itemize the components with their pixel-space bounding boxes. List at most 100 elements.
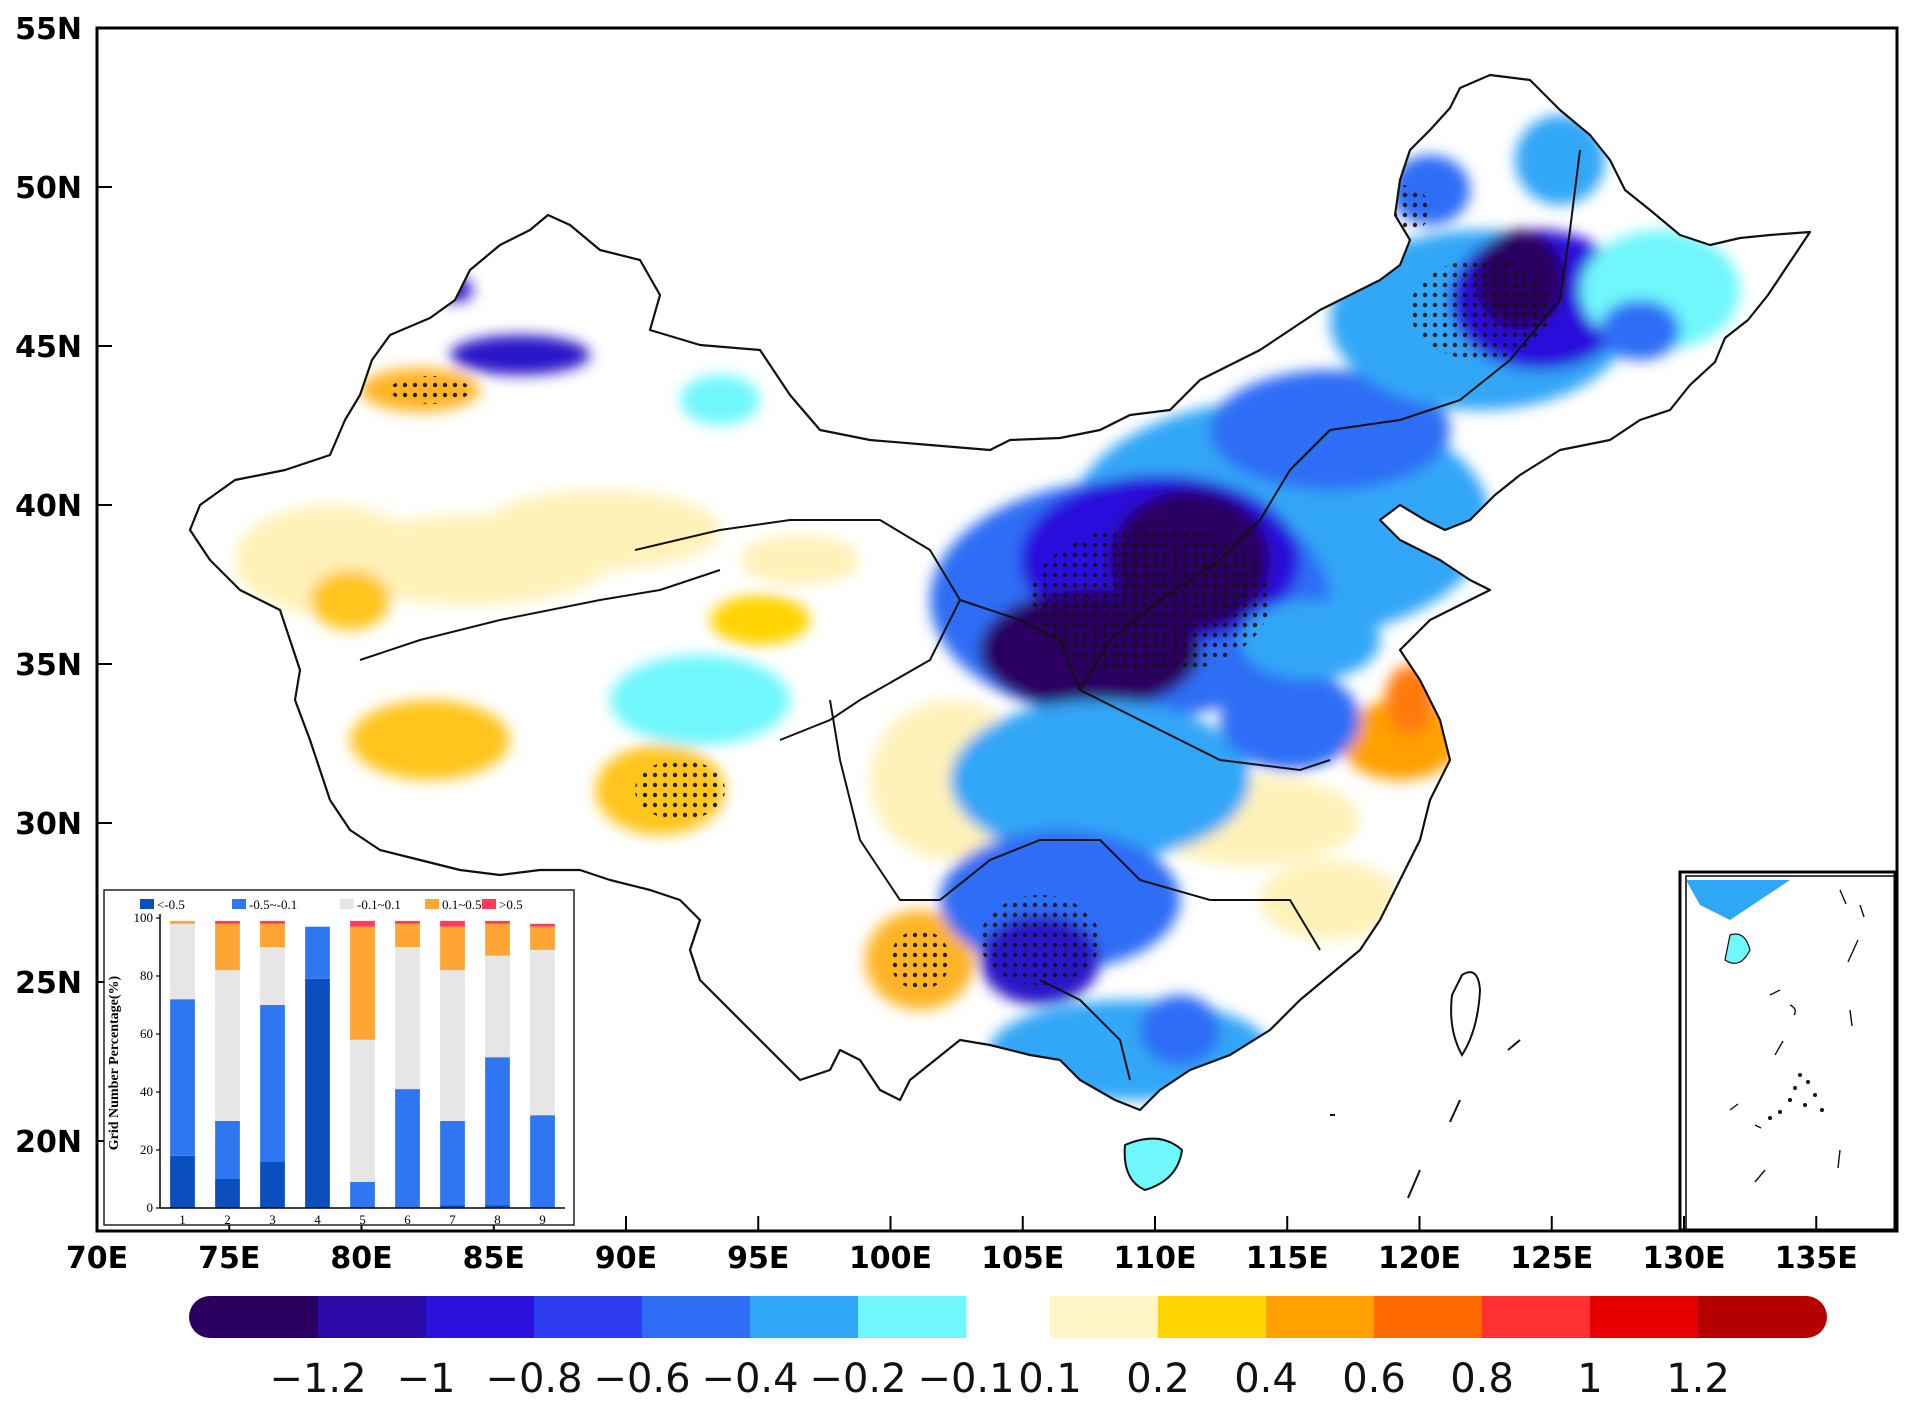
bar-segment xyxy=(260,920,285,924)
legend-swatch xyxy=(482,899,496,909)
bar-segment xyxy=(440,920,465,927)
lon-tick-label: 100E xyxy=(849,1241,932,1276)
colorbar-swatch xyxy=(1374,1296,1483,1338)
longitude-labels: 70E 75E 80E 85E 90E 95E 100E 105E 110E 115E 120E 12… xyxy=(66,1216,1858,1276)
lon-tick-label: 110E xyxy=(1113,1241,1196,1276)
colorbar-label: −0.8 xyxy=(485,1356,582,1402)
bar-segment xyxy=(215,1179,240,1208)
bar-segment xyxy=(530,1115,555,1208)
province-borders xyxy=(359,149,1581,1081)
colorbar-cap-right xyxy=(1698,1296,1827,1338)
colorbar-label: −0.4 xyxy=(701,1356,798,1402)
colorbar-swatch xyxy=(318,1296,427,1338)
inset-axes: 1 2 3 4 5 6 7 8 9 0 20 40 60 80 100 Grid Number Percent… xyxy=(107,910,565,1227)
colorbar-swatch xyxy=(642,1296,751,1338)
bar-segment xyxy=(170,923,195,1000)
colorbar-label: 0.8 xyxy=(1450,1356,1514,1402)
bar-segment xyxy=(440,1205,465,1208)
lon-tick-label: 85E xyxy=(463,1241,525,1276)
colorbar-swatch xyxy=(1158,1296,1267,1338)
bar-segment xyxy=(440,970,465,1121)
lon-tick-label: 90E xyxy=(595,1241,657,1276)
y-axis-label: Grid Number Percentage(%) xyxy=(107,975,122,1150)
lon-tick-label: 135E xyxy=(1775,1241,1858,1276)
legend-label: <-0.5 xyxy=(157,897,185,912)
colorbar-label: −0.2 xyxy=(809,1356,906,1402)
china-border xyxy=(188,73,1812,1112)
lon-tick-label: 130E xyxy=(1642,1241,1725,1276)
y-tick-label: 60 xyxy=(140,1026,153,1041)
lat-tick-label: 45N xyxy=(15,330,82,365)
colorbar-label: −0.1 xyxy=(917,1356,1014,1402)
bar-segment xyxy=(260,923,285,947)
colorbar-label: 1.2 xyxy=(1666,1356,1730,1402)
bar-segment xyxy=(530,926,555,950)
bar-segment xyxy=(260,947,285,1005)
anomaly-field xyxy=(190,75,1810,1110)
lon-tick-label: 120E xyxy=(1378,1241,1461,1276)
colorbar-swatch xyxy=(858,1296,967,1338)
colorbar-label: −0.6 xyxy=(593,1356,690,1402)
bar-segment xyxy=(485,1205,510,1208)
lon-tick-label: 105E xyxy=(981,1241,1064,1276)
legend-swatch xyxy=(340,899,354,909)
legend-label: -0.5~-0.1 xyxy=(249,897,297,912)
bar-segment xyxy=(305,926,330,979)
legend-label: >0.5 xyxy=(499,897,523,912)
colorbar-label: 1 xyxy=(1577,1356,1602,1402)
colorbar-label: 0.6 xyxy=(1342,1356,1406,1402)
latitude-labels: 55N 50N 45N 40N 35N 30N 25N 20N xyxy=(15,12,112,1160)
bar-segment xyxy=(350,926,375,1040)
x-tick-label: 8 xyxy=(494,1212,501,1227)
colorbar-swatch xyxy=(1482,1296,1591,1338)
colorbar-swatch xyxy=(750,1296,859,1338)
legend-label: 0.1~0.5 xyxy=(442,897,482,912)
bar-segment xyxy=(395,920,420,924)
y-tick-label: 0 xyxy=(147,1200,154,1215)
legend-label: -0.1~0.1 xyxy=(357,897,401,912)
lat-tick-label: 25N xyxy=(15,966,82,1001)
bar-segment xyxy=(215,970,240,1121)
bar-segment xyxy=(170,920,195,924)
bar-segment xyxy=(485,923,510,956)
bar-segment xyxy=(530,923,555,927)
x-tick-label: 3 xyxy=(269,1212,276,1227)
bar-segment xyxy=(215,1121,240,1179)
legend-swatch xyxy=(140,899,154,909)
colorbar-swatch xyxy=(1050,1296,1159,1338)
bar-segment xyxy=(530,949,555,1116)
grid-percentage-chart: <-0.5 -0.5~-0.1 -0.1~0.1 0.1~0.5 >0.5 1 2 3 4 5 6… xyxy=(103,889,575,1227)
bar-segment xyxy=(215,920,240,924)
y-tick-label: 20 xyxy=(140,1142,153,1157)
y-tick-label: 80 xyxy=(140,968,153,983)
lon-tick-label: 75E xyxy=(198,1241,260,1276)
bar-segment xyxy=(260,1005,285,1162)
bar-segment xyxy=(485,1057,510,1206)
bar-segment xyxy=(215,923,240,971)
x-tick-label: 6 xyxy=(404,1212,411,1227)
inset-legend: <-0.5 -0.5~-0.1 -0.1~0.1 0.1~0.5 >0.5 xyxy=(140,897,523,912)
south-china-sea-inset xyxy=(1678,870,1897,1232)
lat-tick-label: 30N xyxy=(15,807,82,842)
y-tick-label: 100 xyxy=(134,910,154,925)
colorbar-label: 0.4 xyxy=(1234,1356,1298,1402)
lat-tick-label: 55N xyxy=(15,12,82,47)
lon-tick-label: 115E xyxy=(1246,1241,1329,1276)
colorbar-label: −1 xyxy=(397,1356,456,1402)
x-tick-label: 5 xyxy=(359,1212,366,1227)
bar-segment xyxy=(485,920,510,924)
x-tick-label: 7 xyxy=(449,1212,456,1227)
legend-swatch xyxy=(232,899,246,909)
x-tick-label: 1 xyxy=(179,1212,186,1227)
colorbar-cap-left xyxy=(189,1296,318,1338)
x-tick-label: 9 xyxy=(539,1212,546,1227)
inset-bars xyxy=(170,920,555,1208)
bar-segment xyxy=(170,999,195,1156)
colorbar-swatch xyxy=(426,1296,535,1338)
colorbar-swatch xyxy=(534,1296,643,1338)
y-tick-label: 40 xyxy=(140,1084,153,1099)
colorbar-label: 0.1 xyxy=(1018,1356,1082,1402)
bar-segment xyxy=(440,1121,465,1206)
colorbar-swatch xyxy=(1590,1296,1699,1338)
